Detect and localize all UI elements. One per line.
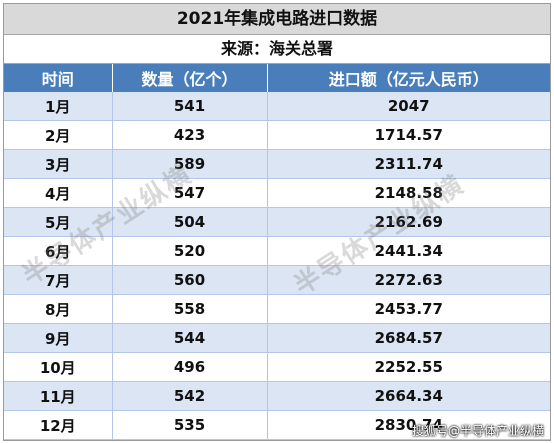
cell-month: 1月 [4, 92, 113, 121]
header-time: 时间 [4, 64, 113, 92]
cell-import-value: 2272.63 [267, 265, 550, 295]
cell-quantity: 544 [112, 323, 268, 353]
cell-month: 3月 [4, 149, 113, 179]
credit-text: 搜狐号@半导体产业纵横 [411, 424, 544, 438]
table-row: 10月 496 2252.55 [4, 352, 550, 382]
cell-month: 8月 [4, 294, 113, 324]
cell-month: 12月 [4, 410, 113, 440]
cell-month: 5月 [4, 207, 113, 237]
table-row: 12月 535 2830.74 [4, 410, 550, 440]
cell-import-value: 1714.57 [267, 120, 550, 150]
cell-month: 10月 [4, 352, 113, 382]
cell-import-value: 2148.58 [267, 178, 550, 208]
cell-import-value: 2162.69 [267, 207, 550, 237]
header-row: 时间 数量（亿个） 进口额（亿元人民币） [4, 64, 550, 92]
table-row: 8月 558 2453.77 [4, 294, 550, 324]
table-source: 来源：海关总署 [4, 35, 550, 64]
table-row: 9月 544 2684.57 [4, 323, 550, 353]
cell-quantity: 520 [112, 236, 268, 266]
cell-quantity: 535 [112, 410, 268, 440]
table-row: 3月 589 2311.74 [4, 149, 550, 179]
cell-month: 11月 [4, 381, 113, 411]
cell-import-value: 2047 [267, 92, 550, 121]
cell-import-value: 2830.74 [267, 410, 550, 440]
cell-quantity: 589 [112, 149, 268, 179]
table-row: 4月 547 2148.58 [4, 178, 550, 208]
data-table-card: 2021年集成电路进口数据 来源：海关总署 时间 数量（亿个） 进口额（亿元人民… [3, 3, 551, 441]
cell-quantity: 504 [112, 207, 268, 237]
table-row: 11月 542 2664.34 [4, 381, 550, 411]
cell-month: 6月 [4, 236, 113, 266]
table-title: 2021年集成电路进口数据 [4, 4, 550, 35]
cell-import-value: 2252.55 [267, 352, 550, 382]
header-import-value: 进口额（亿元人民币） [267, 64, 550, 92]
cell-quantity: 547 [112, 178, 268, 208]
cell-quantity: 423 [112, 120, 268, 150]
cell-month: 9月 [4, 323, 113, 353]
cell-month: 4月 [4, 178, 113, 208]
cell-import-value: 2664.34 [267, 381, 550, 411]
cell-month: 7月 [4, 265, 113, 295]
import-data-table: 时间 数量（亿个） 进口额（亿元人民币） 1月 541 2047 2月 423 … [4, 64, 550, 440]
cell-month: 2月 [4, 120, 113, 150]
table-row: 5月 504 2162.69 [4, 207, 550, 237]
cell-quantity: 542 [112, 381, 268, 411]
cell-import-value: 2684.57 [267, 323, 550, 353]
table-row: 6月 520 2441.34 [4, 236, 550, 266]
cell-quantity: 496 [112, 352, 268, 382]
cell-quantity: 541 [112, 92, 268, 121]
table-row: 2月 423 1714.57 [4, 120, 550, 150]
table-row: 1月 541 2047 [4, 92, 550, 121]
header-quantity: 数量（亿个） [112, 64, 268, 92]
cell-import-value: 2311.74 [267, 149, 550, 179]
cell-import-value: 2453.77 [267, 294, 550, 324]
cell-quantity: 558 [112, 294, 268, 324]
cell-import-value: 2441.34 [267, 236, 550, 266]
cell-quantity: 560 [112, 265, 268, 295]
table-row: 7月 560 2272.63 [4, 265, 550, 295]
